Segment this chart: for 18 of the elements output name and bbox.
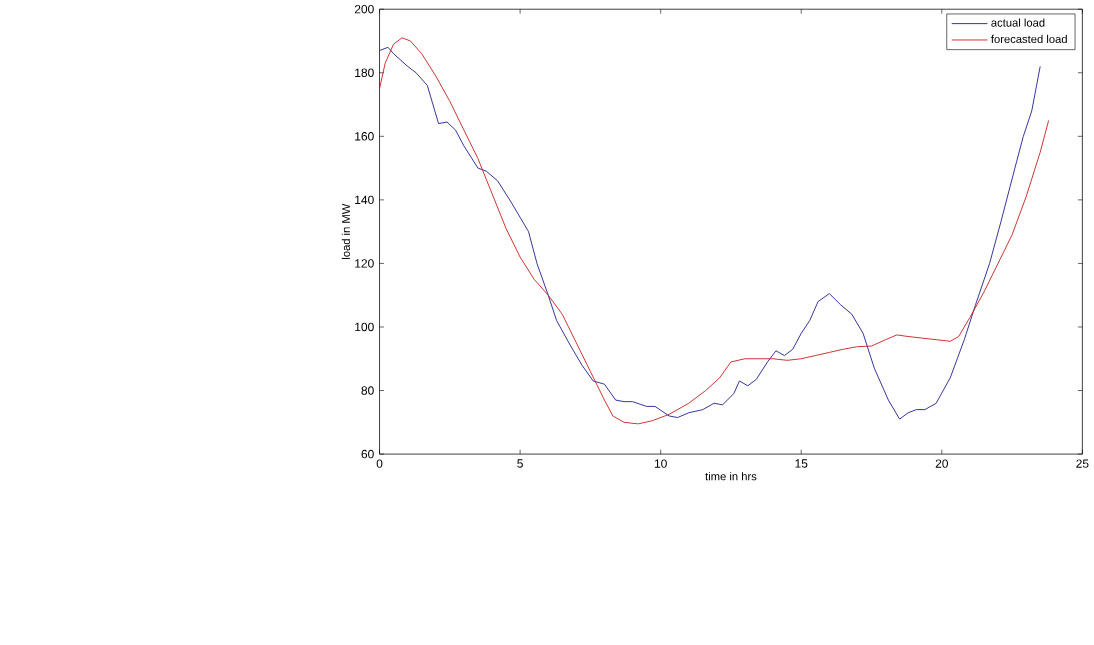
x-tick-label: 25 [1076, 459, 1089, 468]
legend-label: actual load [991, 18, 1045, 27]
y-tick-label: 80 [361, 386, 374, 395]
x-tick-label: 20 [935, 459, 948, 468]
y-tick-label: 160 [355, 132, 374, 141]
x-axis-title: time in hrs [705, 472, 757, 481]
y-tick-label: 180 [355, 68, 374, 78]
x-tick-label: 15 [795, 459, 808, 468]
x-tick-label: 5 [517, 459, 523, 468]
y-tick-label: 200 [354, 5, 374, 14]
y-tick-label: 100 [355, 322, 374, 332]
y-tick-label: 140 [355, 195, 374, 205]
y-axis-title: load in MW [341, 203, 351, 260]
y-tick-label: 60 [361, 449, 374, 459]
x-tick-label: 10 [654, 459, 667, 468]
legend-label: forecasted load [991, 34, 1067, 44]
x-tick-label: 0 [376, 459, 383, 468]
y-tick-label: 120 [355, 259, 374, 268]
